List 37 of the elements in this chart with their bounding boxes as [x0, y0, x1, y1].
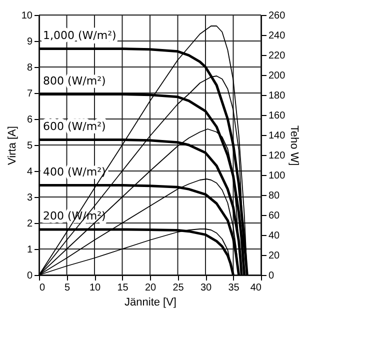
x-tick-label: 15 — [117, 282, 129, 294]
y2-tick-label: 240 — [268, 30, 286, 42]
y-tick-label: 4 — [26, 166, 33, 178]
y-tick-label: 3 — [26, 192, 33, 204]
x-tick-label: 0 — [40, 282, 46, 294]
x-tick-label: 30 — [200, 282, 212, 294]
y2-tick-label: 100 — [268, 170, 286, 182]
x-tick-label: 40 — [250, 282, 262, 294]
y2-tick-label: 80 — [268, 190, 280, 202]
y-tick-label: 5 — [26, 140, 33, 152]
y2-tick-label: 0 — [268, 270, 274, 282]
y2-tick-label: 20 — [268, 250, 280, 262]
y-tick-label: 2 — [26, 218, 33, 230]
y-tick-label: 6 — [26, 114, 33, 126]
y2-tick-label: 40 — [268, 230, 280, 242]
x-tick-label: 20 — [144, 282, 156, 294]
y2-tick-label: 160 — [268, 110, 286, 122]
x-tick-label: 10 — [89, 282, 101, 294]
y2-tick-label: 200 — [268, 70, 286, 82]
y-tick-label: 10 — [21, 10, 33, 22]
x-tick-label: 5 — [64, 282, 70, 294]
y-tick-label: 9 — [26, 36, 33, 48]
x-tick-label: 25 — [172, 282, 184, 294]
y2-tick-label: 60 — [268, 210, 280, 222]
y2-axis-title: Teho W] — [288, 125, 300, 166]
y2-tick-label: 220 — [268, 50, 286, 62]
y-axis-title: Virta [A] — [6, 126, 18, 165]
y2-tick-label: 260 — [268, 10, 286, 22]
y2-tick-label: 180 — [268, 90, 286, 102]
y-tick-label: 0 — [26, 270, 33, 282]
y2-tick-label: 120 — [268, 150, 286, 162]
x-tick-label: 35 — [228, 282, 240, 294]
y-tick-label: 1 — [26, 244, 33, 256]
y2-tick-label: 140 — [268, 130, 286, 142]
x-axis-title: Jännite [V] — [124, 296, 176, 308]
y-tick-label: 7 — [26, 88, 33, 100]
y-tick-label: 8 — [26, 62, 33, 74]
